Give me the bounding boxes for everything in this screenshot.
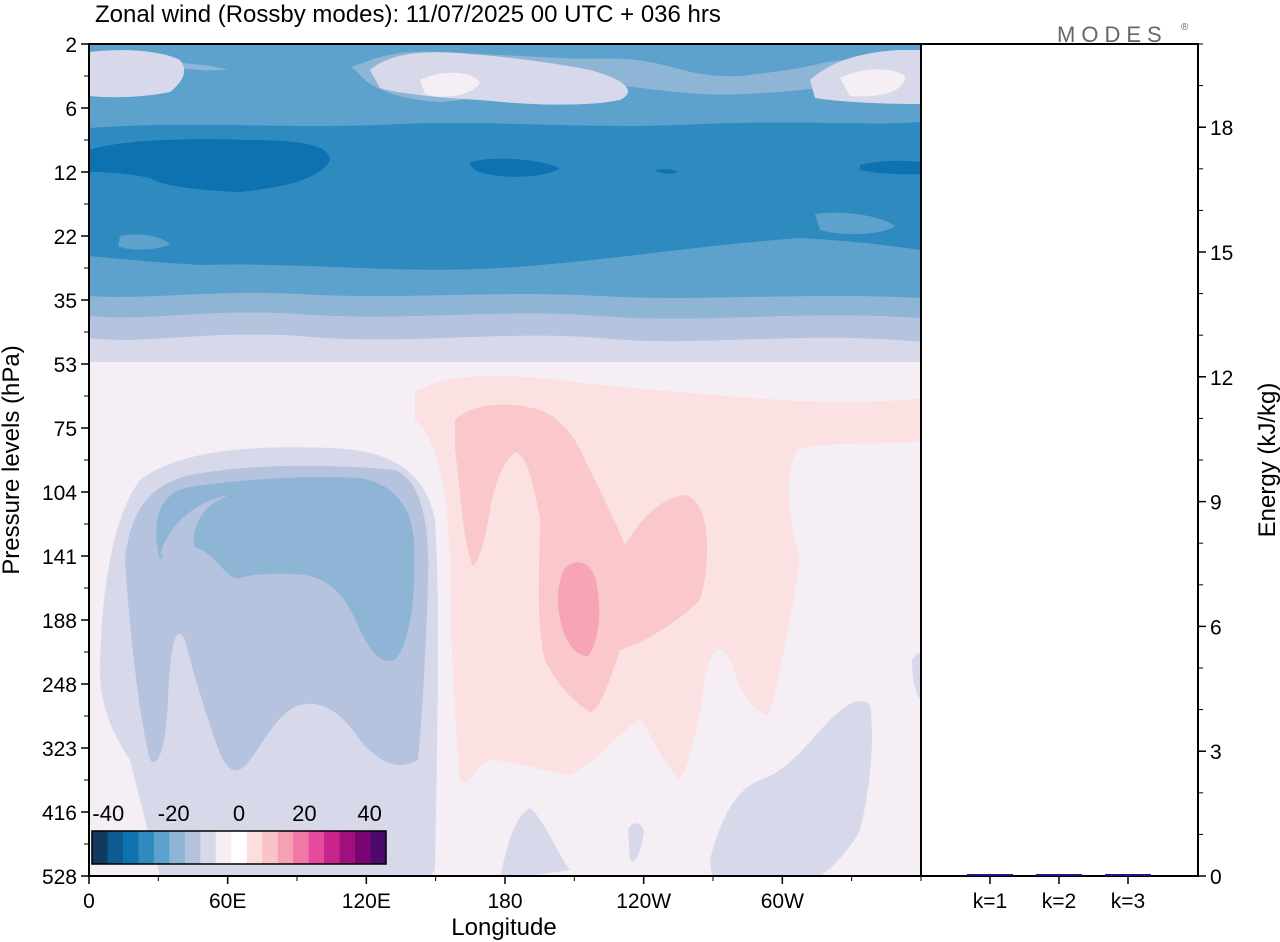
x-tick-label: 0 bbox=[83, 890, 95, 913]
y-tick-label: 188 bbox=[42, 610, 77, 633]
energy-panel-frame bbox=[920, 43, 1199, 877]
colorbar-frame bbox=[91, 830, 387, 865]
y-tick-label: 53 bbox=[54, 354, 77, 377]
bar-label: k=2 bbox=[1042, 890, 1076, 913]
energy-tick-label: 6 bbox=[1210, 616, 1222, 639]
colorbar-swatch bbox=[339, 831, 356, 864]
energy-tick-label: 15 bbox=[1210, 242, 1233, 265]
y-tick-label: 6 bbox=[65, 98, 77, 121]
pressure-axis: 2 6 12 22 35 53 75 104 141 188 248 323 416 528 bbox=[42, 34, 89, 889]
energy-tick-label: 18 bbox=[1210, 117, 1233, 140]
energy-tick-label: 12 bbox=[1210, 367, 1233, 390]
colorbar-swatch bbox=[169, 831, 186, 864]
y-tick-label: 22 bbox=[54, 226, 77, 249]
colorbar-swatch bbox=[138, 831, 155, 864]
bar-label: k=3 bbox=[1111, 890, 1145, 913]
energy-axis: 0 3 6 9 12 15 18 bbox=[1198, 43, 1233, 889]
registered-mark: ® bbox=[1181, 22, 1189, 33]
energy-tick-label: 3 bbox=[1210, 741, 1222, 764]
colorbar-label: 20 bbox=[292, 801, 316, 826]
energy-bar-k=1 bbox=[967, 874, 1013, 876]
colorbar-label: 40 bbox=[357, 801, 381, 826]
colorbar-swatch bbox=[370, 831, 387, 864]
x-tick-label: 60W bbox=[761, 890, 804, 913]
colorbar-swatch bbox=[277, 831, 294, 864]
y-tick-label: 416 bbox=[42, 802, 77, 825]
colorbar-swatch bbox=[92, 831, 108, 864]
bar-label: k=1 bbox=[973, 890, 1007, 913]
colorbar-swatch bbox=[262, 831, 279, 864]
colorbar-swatch bbox=[231, 831, 248, 864]
x-axis-label: Longitude bbox=[451, 914, 556, 941]
colorbar-swatch bbox=[153, 831, 170, 864]
colorbar-label: 0 bbox=[233, 801, 245, 826]
y-tick-label: 75 bbox=[54, 418, 77, 441]
y-tick-label: 35 bbox=[54, 290, 77, 313]
energy-bar-k=3 bbox=[1105, 874, 1151, 876]
energy-tick-label: 9 bbox=[1210, 492, 1222, 515]
colorbar-swatch bbox=[122, 831, 139, 864]
colorbar-swatch bbox=[293, 831, 310, 864]
colorbar-label: -20 bbox=[158, 801, 190, 826]
y-tick-label: 104 bbox=[42, 482, 77, 505]
x-tick-label: 120E bbox=[342, 890, 391, 913]
energy-tick-label: 0 bbox=[1210, 866, 1222, 889]
y-tick-label: 12 bbox=[54, 162, 77, 185]
energy-axis-label: Energy (kJ/kg) bbox=[1254, 383, 1280, 538]
x-tick-label: 180 bbox=[487, 890, 522, 913]
colorbar-swatch bbox=[246, 831, 263, 864]
colorbar-swatch bbox=[107, 831, 124, 864]
x-tick-label: 120W bbox=[616, 890, 671, 913]
chart-title: Zonal wind (Rossby modes): 11/07/2025 00… bbox=[95, 1, 721, 28]
y-tick-label: 141 bbox=[42, 546, 77, 569]
y-tick-label: 2 bbox=[65, 34, 77, 57]
y-axis-label: Pressure levels (hPa) bbox=[0, 345, 25, 574]
colorbar-swatch bbox=[324, 831, 341, 864]
modes-logo: MODES bbox=[1057, 22, 1168, 47]
colorbar: -40 -20 0 20 40 bbox=[91, 801, 387, 865]
contour-field bbox=[89, 44, 921, 876]
y-tick-label: 528 bbox=[42, 866, 77, 889]
y-tick-label: 323 bbox=[42, 738, 77, 761]
colorbar-swatch bbox=[308, 831, 325, 864]
colorbar-swatch bbox=[184, 831, 201, 864]
colorbar-swatch bbox=[200, 831, 217, 864]
longitude-axis: 0 60E 120E 180 120W 60W bbox=[83, 876, 922, 913]
energy-bars: k=1 k=2 k=3 bbox=[967, 874, 1151, 913]
colorbar-swatch bbox=[215, 831, 232, 864]
energy-bar-k=2 bbox=[1036, 874, 1082, 876]
x-tick-label: 60E bbox=[209, 890, 246, 913]
y-tick-label: 248 bbox=[42, 674, 77, 697]
colorbar-label: -40 bbox=[92, 801, 124, 826]
colorbar-swatch bbox=[355, 831, 372, 864]
